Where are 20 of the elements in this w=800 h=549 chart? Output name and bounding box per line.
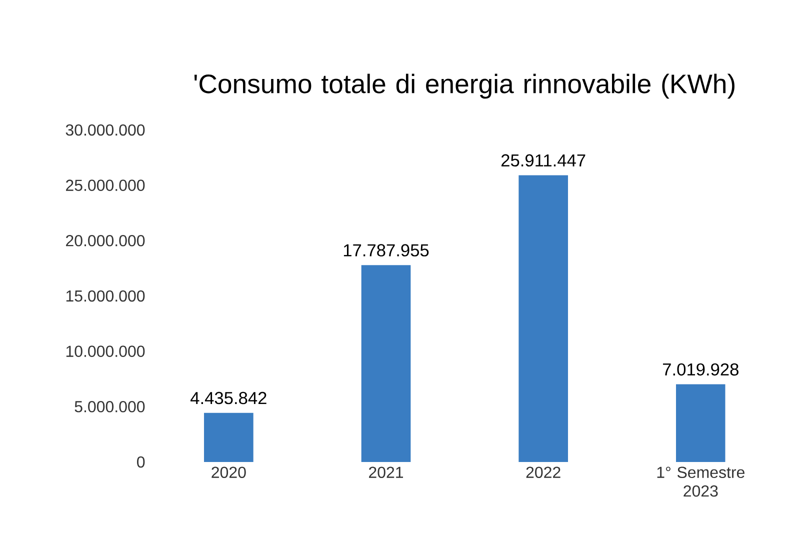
bar bbox=[518, 175, 568, 462]
y-tick-label: 0 bbox=[137, 456, 145, 468]
data-label: 25.911.447 bbox=[501, 154, 586, 167]
bar bbox=[361, 265, 411, 462]
y-tick-label: 15.000.000 bbox=[66, 290, 145, 302]
y-tick-label: 20.000.000 bbox=[66, 235, 145, 246]
x-tick-label: 1° Semestre 2023 bbox=[657, 466, 744, 497]
data-label: 17.787.955 bbox=[344, 244, 429, 256]
data-label: 7.019.928 bbox=[663, 363, 738, 376]
chart-title: 'Consumo totale di energia rinnovabile (KWh) bbox=[194, 74, 734, 99]
data-label: 4.435.842 bbox=[190, 392, 266, 404]
bar bbox=[204, 412, 254, 462]
bar bbox=[676, 384, 726, 462]
y-tick-label: 30.000.000 bbox=[66, 124, 145, 136]
x-tick-label: 2020 bbox=[212, 466, 246, 478]
y-tick-label: 25.000.000 bbox=[66, 180, 145, 191]
x-tick-label: 2021 bbox=[369, 466, 404, 478]
y-tick-label: 5.000.000 bbox=[74, 400, 145, 412]
x-tick-label: 2022 bbox=[526, 466, 560, 478]
y-tick-label: 10.000.000 bbox=[66, 346, 145, 357]
